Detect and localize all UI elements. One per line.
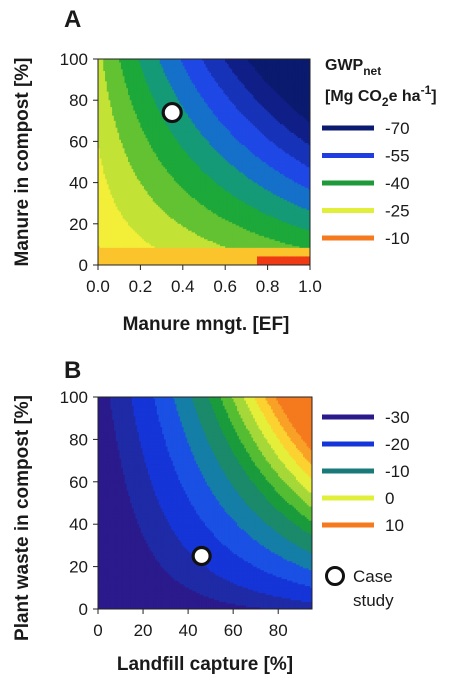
panel-b-plot-frame: [97, 396, 313, 610]
panel-a-legend-label: -55: [385, 147, 410, 166]
panel-a-legend-label: -70: [385, 119, 410, 138]
panel-a-case-study-point: [161, 101, 183, 124]
panel-a-y-tick-label: 20: [69, 215, 88, 234]
panel-a-x-tick-label: 0.4: [171, 277, 195, 296]
panel-b-legend-label: -20: [385, 435, 410, 454]
panel-a-legend-label: -40: [385, 174, 410, 193]
panel-a-letter: A: [64, 6, 81, 33]
panel-a-plot-frame: [97, 58, 311, 266]
panel-b-case-study-point: [191, 545, 212, 567]
legend-title-units: [Mg CO2e ha-1]: [325, 83, 437, 109]
panel-b-y-axis-title: Plant waste in compost [%]: [12, 395, 33, 641]
case-study-legend-label-line2: study: [353, 591, 394, 610]
panel-b-y-tick-label: 0: [79, 600, 88, 619]
panel-a-x-tick-label: 0.0: [86, 277, 110, 296]
panel-a-y-tick-label: 100: [60, 50, 88, 69]
panel-b-x-tick-label: 20: [134, 621, 153, 640]
panel-b-x-tick-label: 40: [179, 621, 198, 640]
panel-b-y-tick-label: 80: [69, 430, 88, 449]
panel-a-y-tick-label: 0: [79, 256, 88, 275]
panel-b-legend: -30 -20 -10 0 10 Case study: [322, 408, 410, 610]
panel-b-x-tick-label: 0: [93, 621, 102, 640]
panel-b-y-tick-label: 100: [60, 388, 88, 407]
panel-a-x-tick-label: 0.6: [213, 277, 237, 296]
panel-a-contour-field: [98, 59, 310, 265]
panel-a-y-tick-label: 80: [69, 91, 88, 110]
panel-a-case-study-marker: [161, 101, 183, 124]
panel-a-x-tick-label: 0.2: [129, 277, 153, 296]
panel-b-y-tick-label: 40: [69, 515, 88, 534]
panel-a-ticks: 0.0 0.2 0.4 0.6 0.8 1.0 0 20 40 60 80 100: [60, 50, 322, 296]
panel-a-x-axis-title: Manure mngt. [EF]: [123, 314, 290, 335]
panel-b-y-tick-label: 60: [69, 473, 88, 492]
panel-a-y-tick-label: 40: [69, 174, 88, 193]
panel-a-legend: GWPnet [Mg CO2e ha-1] -70 -55 -40 -25 -10: [322, 57, 437, 248]
case-study-legend-marker: [325, 566, 345, 586]
panel-a: A 0.0 0.2 0.4 0.6 0.8 1.0 0 20 40 60 80 100 Manure …: [12, 6, 437, 335]
panel-a-y-tick-label: 60: [69, 132, 88, 151]
panel-a-x-tick-label: 1.0: [298, 277, 322, 296]
panel-b-x-axis-title: Landfill capture [%]: [117, 654, 293, 675]
panel-b-y-tick-label: 20: [69, 558, 88, 577]
panel-a-legend-label: -10: [385, 229, 410, 248]
panel-b-x-tick-label: 80: [269, 621, 288, 640]
panel-a-x-tick-label: 0.8: [256, 277, 280, 296]
panel-b-legend-label: 10: [385, 516, 404, 535]
panel-b-legend-label: -30: [385, 408, 410, 427]
case-study-legend-label-line1: Case: [353, 567, 393, 586]
panel-b-ticks: 0 20 40 60 80 0 20 40 60 80 100: [60, 388, 288, 640]
panel-a-legend-label: -25: [385, 202, 410, 221]
panel-b-contour-field: [98, 397, 312, 609]
legend-title-gwp: GWPnet: [325, 57, 381, 78]
panel-b-legend-label: 0: [385, 489, 394, 508]
panel-a-y-axis-title: Manure in compost [%]: [12, 57, 33, 266]
panel-b-legend-label: -10: [385, 462, 410, 481]
panel-b-letter: B: [64, 357, 81, 384]
panel-b-x-tick-label: 60: [224, 621, 243, 640]
panel-b-case-study-marker: [191, 545, 212, 567]
